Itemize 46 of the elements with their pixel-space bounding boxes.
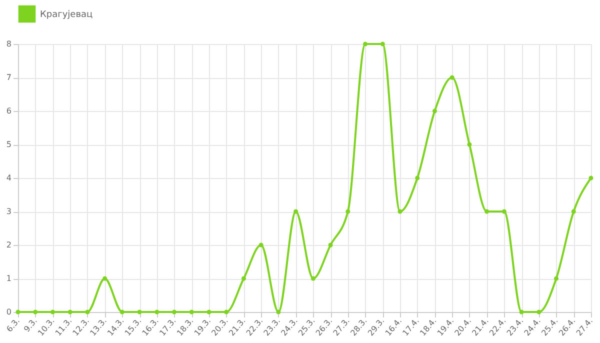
- point: [571, 209, 576, 214]
- point: [363, 42, 368, 46]
- y-tick-label: 1: [6, 274, 12, 283]
- point: [102, 276, 108, 281]
- point: [137, 310, 142, 314]
- point: [120, 310, 124, 314]
- y-tick-label: 0: [6, 308, 12, 316]
- point: [154, 310, 160, 314]
- point: [206, 310, 212, 314]
- y-tick-label: 4: [6, 174, 12, 182]
- point: [502, 209, 506, 214]
- y-tick-label: 8: [6, 40, 12, 48]
- y-tick-label: 3: [6, 207, 12, 216]
- point: [450, 75, 454, 80]
- point: [467, 142, 472, 147]
- point: [241, 276, 246, 281]
- point: [380, 42, 385, 46]
- point: [258, 242, 264, 248]
- point: [415, 176, 420, 180]
- point: [33, 310, 38, 314]
- point: [432, 108, 437, 114]
- point: [554, 276, 559, 281]
- point: [224, 310, 229, 314]
- point: [50, 310, 55, 314]
- point: [484, 209, 490, 214]
- point: [398, 209, 402, 214]
- point: [68, 310, 72, 314]
- point: [189, 310, 194, 314]
- y-tick-label: 2: [6, 240, 12, 250]
- x-tick-label: 9.3.: [22, 316, 39, 334]
- y-tick-label: 5: [6, 140, 12, 149]
- point: [172, 310, 177, 314]
- y-tick-label: 7: [6, 73, 12, 82]
- point: [85, 310, 90, 314]
- point: [519, 310, 524, 314]
- point: [328, 242, 333, 248]
- point: [276, 310, 281, 314]
- point: [588, 176, 594, 180]
- x-tick-label: 6.3.: [4, 316, 22, 334]
- point: [536, 310, 542, 314]
- point: [16, 310, 20, 314]
- legend-label: Крагујевац: [40, 10, 93, 20]
- point: [346, 209, 350, 214]
- point: [294, 209, 298, 214]
- y-tick-label: 6: [6, 106, 12, 116]
- point: [310, 276, 316, 281]
